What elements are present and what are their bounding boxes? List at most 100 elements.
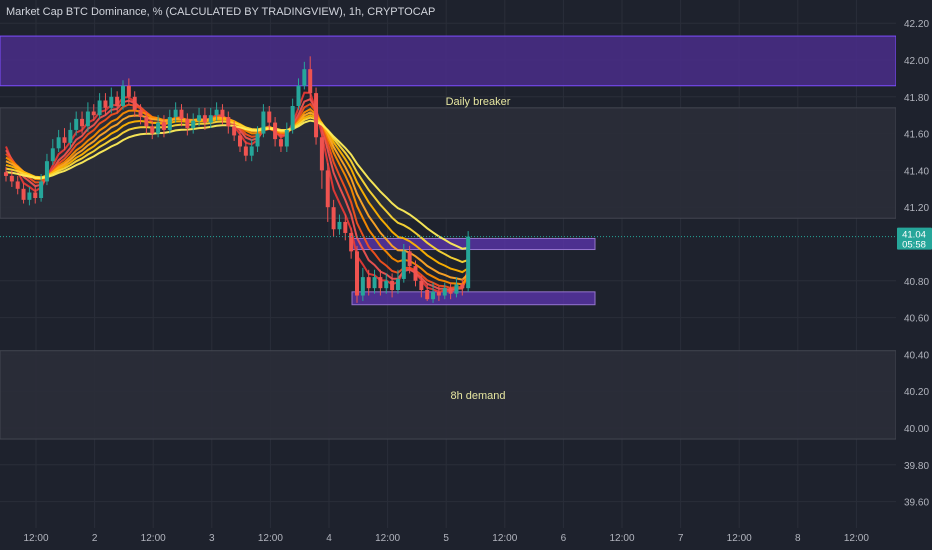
candle[interactable]: [284, 129, 289, 147]
candle[interactable]: [9, 175, 14, 182]
candle[interactable]: [378, 277, 383, 289]
y-tick-label: 42.00: [904, 56, 929, 67]
candle[interactable]: [343, 221, 348, 233]
candle[interactable]: [97, 100, 102, 116]
candle[interactable]: [431, 291, 436, 300]
x-tick-label: 12:00: [258, 533, 283, 544]
candle[interactable]: [448, 288, 453, 294]
candle[interactable]: [273, 122, 278, 140]
candle[interactable]: [243, 146, 248, 156]
candle[interactable]: [413, 266, 418, 281]
y-tick-label: 41.60: [904, 130, 929, 141]
y-axis[interactable]: 42.20 42.00 41.80 41.60 41.40 41.20 40.80 40.60…: [896, 0, 932, 550]
x-tick-label: 3: [209, 533, 215, 544]
candle[interactable]: [319, 137, 324, 171]
candle[interactable]: [232, 126, 237, 136]
candle[interactable]: [156, 122, 161, 134]
candle[interactable]: [126, 85, 131, 97]
candle[interactable]: [436, 291, 441, 296]
candle[interactable]: [390, 280, 395, 290]
candle[interactable]: [4, 172, 8, 176]
candle[interactable]: [349, 232, 354, 252]
candle[interactable]: [466, 236, 471, 289]
candle[interactable]: [115, 96, 120, 106]
candle[interactable]: [401, 251, 406, 279]
candle[interactable]: [302, 69, 307, 86]
candle[interactable]: [62, 137, 67, 143]
candle[interactable]: [442, 288, 447, 296]
candle[interactable]: [74, 118, 79, 130]
zones: [0, 35, 897, 440]
candle[interactable]: [331, 207, 336, 230]
candle[interactable]: [44, 161, 49, 182]
candle[interactable]: [109, 96, 114, 108]
candle[interactable]: [144, 117, 149, 127]
candle[interactable]: [355, 251, 359, 296]
candle[interactable]: [150, 126, 155, 134]
candle[interactable]: [308, 69, 313, 94]
candle[interactable]: [290, 106, 295, 130]
candle[interactable]: [278, 139, 283, 147]
candle[interactable]: [454, 284, 459, 294]
candle[interactable]: [161, 122, 166, 130]
candle[interactable]: [220, 109, 225, 118]
candle[interactable]: [261, 111, 266, 134]
candle[interactable]: [91, 111, 96, 116]
candle[interactable]: [202, 115, 207, 123]
candle[interactable]: [407, 251, 412, 267]
candle[interactable]: [395, 278, 400, 290]
candle[interactable]: [50, 148, 55, 162]
candle[interactable]: [419, 280, 424, 290]
last-price-value: 41.04: [902, 230, 926, 241]
candle[interactable]: [27, 192, 32, 200]
candle[interactable]: [255, 133, 260, 147]
candle[interactable]: [179, 109, 184, 119]
candle[interactable]: [372, 277, 377, 289]
candle[interactable]: [173, 109, 178, 118]
candle[interactable]: [337, 221, 342, 230]
candle[interactable]: [360, 277, 365, 296]
x-tick-label: 12:00: [492, 533, 517, 544]
candle[interactable]: [191, 120, 196, 129]
ribbon-line: [5, 116, 469, 264]
x-axis[interactable]: 12:00 2 12:00 3 12:00 4 12:00 5 12:00 6 12:00 7 12:0…: [23, 533, 869, 544]
candle[interactable]: [21, 188, 26, 200]
candle[interactable]: [226, 117, 231, 127]
candle[interactable]: [33, 192, 38, 198]
candle[interactable]: [238, 135, 242, 147]
x-tick-label: 12:00: [375, 533, 400, 544]
candle[interactable]: [384, 280, 389, 289]
candle[interactable]: [85, 111, 90, 127]
candle[interactable]: [296, 85, 301, 106]
candle[interactable]: [132, 96, 137, 110]
candle[interactable]: [39, 181, 44, 198]
candles[interactable]: [4, 56, 471, 303]
candle[interactable]: [197, 115, 202, 121]
candle[interactable]: [103, 100, 108, 108]
candle[interactable]: [214, 109, 219, 116]
zone-labels: Daily breaker 8h demand: [446, 96, 511, 402]
candle[interactable]: [425, 290, 430, 300]
candle[interactable]: [15, 181, 20, 189]
candle[interactable]: [121, 85, 125, 106]
candle[interactable]: [366, 277, 371, 289]
candle[interactable]: [167, 117, 172, 130]
demand-zone-label: 8h demand: [450, 390, 505, 402]
y-tick-label: 40.80: [904, 277, 929, 288]
candle[interactable]: [80, 118, 85, 127]
candle[interactable]: [185, 118, 190, 129]
candle[interactable]: [267, 111, 272, 123]
candle[interactable]: [249, 146, 254, 156]
candle[interactable]: [325, 170, 330, 208]
candle[interactable]: [460, 284, 465, 289]
candle[interactable]: [68, 129, 73, 143]
candle[interactable]: [314, 93, 319, 138]
x-tick-label: 12:00: [727, 533, 752, 544]
candle[interactable]: [138, 109, 143, 118]
candle[interactable]: [56, 137, 61, 149]
candle[interactable]: [208, 115, 213, 123]
y-tick-label: 39.80: [904, 461, 929, 472]
moving-average-ribbon: [5, 91, 470, 293]
